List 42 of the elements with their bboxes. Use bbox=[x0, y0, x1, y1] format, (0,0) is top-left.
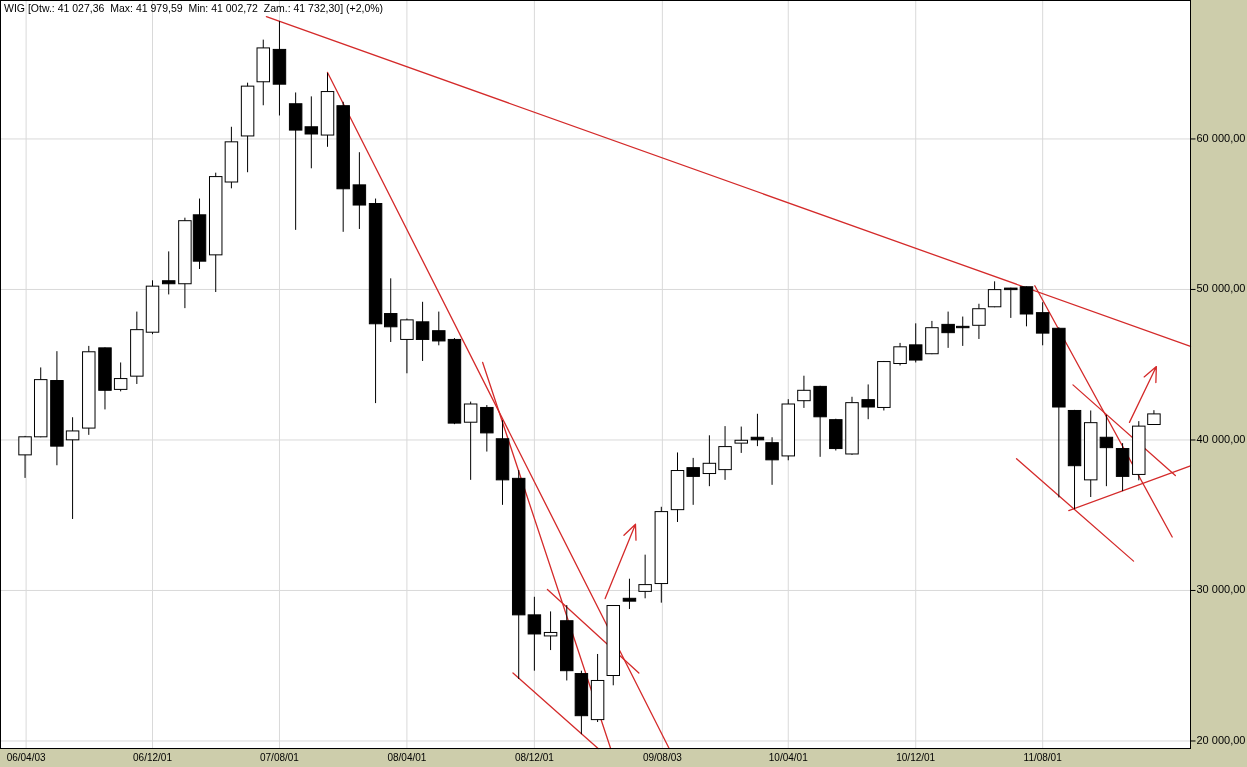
chart-title: WIG [Otw.: 41 027,36 Max: 41 979,59 Min: 41 002,72 Zam.: 41 732,30] (+2,0%) bbox=[4, 2, 384, 14]
y-tick-label: 30 000,00 bbox=[1196, 583, 1246, 596]
candlestick bbox=[765, 436, 779, 486]
candlestick bbox=[797, 375, 811, 409]
candlestick bbox=[861, 383, 875, 420]
candlestick bbox=[1004, 287, 1018, 319]
candlestick bbox=[1035, 301, 1050, 346]
x-tick-label: 06/12/01 bbox=[133, 751, 173, 763]
candlestick bbox=[432, 311, 446, 346]
candlestick bbox=[352, 151, 367, 230]
candlestick bbox=[734, 426, 748, 454]
x-tick-label: 06/04/03 bbox=[6, 751, 46, 763]
candlestick bbox=[113, 361, 128, 392]
candlestick bbox=[65, 416, 80, 520]
candlestick bbox=[543, 610, 558, 651]
x-tick-label: 08/12/01 bbox=[514, 751, 555, 763]
candlestick bbox=[400, 318, 414, 374]
x-tick-label: 10/12/01 bbox=[896, 751, 936, 763]
x-tick-label: 08/04/01 bbox=[387, 751, 427, 763]
candlestick bbox=[702, 434, 717, 487]
y-tick-label: 60 000,00 bbox=[1196, 131, 1246, 144]
candlestick bbox=[1099, 414, 1114, 487]
candlestick bbox=[987, 280, 1002, 308]
x-tick-label: 07/08/01 bbox=[259, 751, 300, 763]
candlestick bbox=[718, 425, 732, 481]
y-tick-label: 20 000,00 bbox=[1196, 733, 1246, 746]
candlestick bbox=[463, 401, 478, 481]
candlestick bbox=[972, 303, 986, 340]
candlestick bbox=[415, 301, 430, 362]
x-tick-label: 10/04/01 bbox=[768, 751, 809, 763]
candlestick bbox=[893, 342, 907, 366]
candlestick bbox=[622, 578, 637, 610]
candlestick bbox=[383, 277, 398, 343]
candlestick bbox=[686, 457, 700, 506]
y-tick-label: 50 000,00 bbox=[1196, 282, 1246, 295]
candlestick bbox=[161, 250, 176, 295]
candlestick bbox=[638, 554, 652, 599]
candlestick bbox=[18, 435, 32, 479]
y-tick-label: 40 000,00 bbox=[1196, 432, 1246, 445]
candlestick bbox=[908, 322, 923, 363]
x-tick-label: 09/08/03 bbox=[642, 751, 683, 763]
x-tick-label: 11/08/01 bbox=[1023, 751, 1063, 763]
